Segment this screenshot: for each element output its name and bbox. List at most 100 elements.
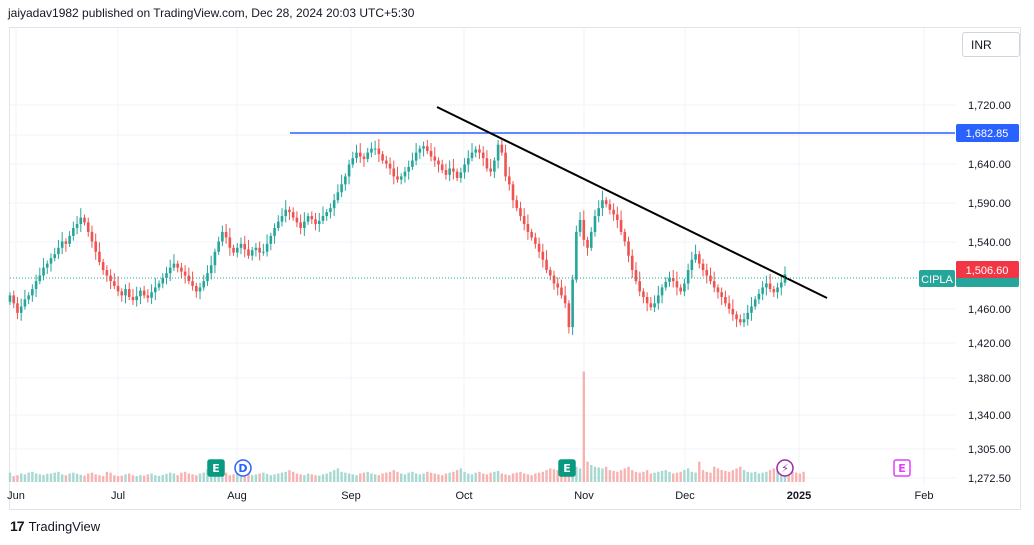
volume-bar xyxy=(247,473,250,482)
candle-body xyxy=(139,290,142,297)
volume-bar xyxy=(87,473,90,482)
candle-body xyxy=(396,176,399,180)
x-tick-label: Sep xyxy=(341,490,361,502)
candle-body xyxy=(560,287,563,296)
candle-body xyxy=(213,251,217,266)
candle-body xyxy=(709,275,712,282)
volume-bar xyxy=(8,472,12,482)
volume-bar xyxy=(731,470,735,482)
volume-bar xyxy=(675,472,679,482)
volume-bar xyxy=(131,475,135,482)
candle-body xyxy=(180,267,183,272)
candle-body xyxy=(172,263,176,268)
volume-bar xyxy=(433,473,436,482)
volume-bar xyxy=(306,473,310,482)
volume-bar xyxy=(649,473,653,482)
volume-bar xyxy=(38,474,42,482)
volume-bar xyxy=(489,472,492,482)
candle-body xyxy=(23,299,27,307)
event-label: E xyxy=(563,462,571,475)
volume-bar xyxy=(195,475,198,482)
volume-bar xyxy=(49,473,53,482)
candle-body xyxy=(27,295,30,300)
volume-bar xyxy=(578,468,582,482)
volume-bar xyxy=(504,474,507,482)
volume-bar xyxy=(120,475,123,482)
candle-body xyxy=(250,250,254,256)
candle-body xyxy=(575,231,578,280)
volume-bar xyxy=(116,476,120,482)
volume-bar xyxy=(604,466,608,482)
volume-bar xyxy=(165,473,168,482)
volume-bar xyxy=(768,470,772,482)
candle-body xyxy=(664,281,668,288)
volume-bar xyxy=(332,470,336,482)
candle-body xyxy=(545,259,548,271)
trendline xyxy=(436,106,828,299)
brand-name: TradingView xyxy=(28,518,101,534)
volume-bar xyxy=(221,473,224,482)
volume-bar xyxy=(377,475,381,482)
candle-body xyxy=(627,241,630,256)
candle-body xyxy=(366,152,369,159)
candle-body xyxy=(79,217,83,224)
volume-bar xyxy=(679,471,682,482)
candle-body xyxy=(418,148,422,153)
footer: 17 TradingView xyxy=(10,518,100,534)
volume-bar xyxy=(243,471,246,482)
candle-body xyxy=(388,163,392,169)
volume-bar xyxy=(381,473,384,482)
event-marker xyxy=(893,459,911,477)
volume-bar xyxy=(448,472,451,482)
x-tick-label: Dec xyxy=(675,490,695,502)
candle-body xyxy=(105,270,109,276)
x-tick-label: Jul xyxy=(111,490,125,502)
chart-frame xyxy=(9,27,1021,510)
candle-body xyxy=(198,287,202,292)
x-tick-label: Nov xyxy=(574,490,594,502)
candle-body xyxy=(150,292,153,298)
volume-bar xyxy=(720,470,723,482)
candle-body xyxy=(8,295,12,302)
candle-body xyxy=(668,277,671,282)
volume-bar xyxy=(701,470,705,482)
volume-bar xyxy=(42,474,45,482)
candle-body xyxy=(288,209,291,213)
volume-bar xyxy=(619,470,623,482)
x-tick-label: Oct xyxy=(455,490,472,502)
volume-bar xyxy=(802,471,805,482)
volume-bar xyxy=(586,461,589,482)
volume-bar xyxy=(146,474,150,482)
candle-body xyxy=(414,152,418,161)
candle-body xyxy=(64,241,68,244)
volume-bar xyxy=(265,473,269,482)
candle-body xyxy=(194,285,198,292)
event-marker xyxy=(558,459,576,477)
candle-body xyxy=(373,148,377,150)
currency-button[interactable]: INR xyxy=(962,32,1020,57)
volume-bar xyxy=(724,470,727,482)
volume-bar xyxy=(414,473,418,482)
volume-bar xyxy=(314,475,317,482)
candle-body xyxy=(616,214,619,221)
y-tick-label: 1,340.00 xyxy=(968,410,1011,422)
volume-bar xyxy=(601,468,604,482)
candle-body xyxy=(623,231,627,242)
candle-body xyxy=(232,247,235,253)
candle-body xyxy=(57,247,60,255)
candle-body xyxy=(701,263,705,271)
volume-bar xyxy=(534,473,537,482)
candle-body xyxy=(671,277,675,282)
candle-body xyxy=(504,152,507,177)
volume-bar xyxy=(288,470,291,482)
candle-body xyxy=(60,241,64,248)
candle-body xyxy=(75,224,79,228)
candle-body xyxy=(645,296,649,304)
y-tick-label: 1,460.00 xyxy=(968,304,1011,316)
volume-bar xyxy=(157,475,161,482)
candle-body xyxy=(265,243,269,252)
candle-body xyxy=(552,275,556,284)
volume-bar xyxy=(150,473,153,482)
event-marker xyxy=(234,459,252,477)
